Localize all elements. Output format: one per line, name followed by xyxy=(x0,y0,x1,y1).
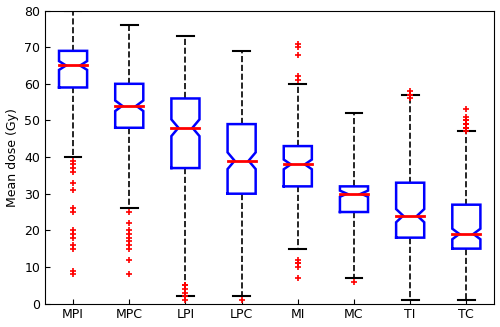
Y-axis label: Mean dose (Gy): Mean dose (Gy) xyxy=(6,108,18,207)
